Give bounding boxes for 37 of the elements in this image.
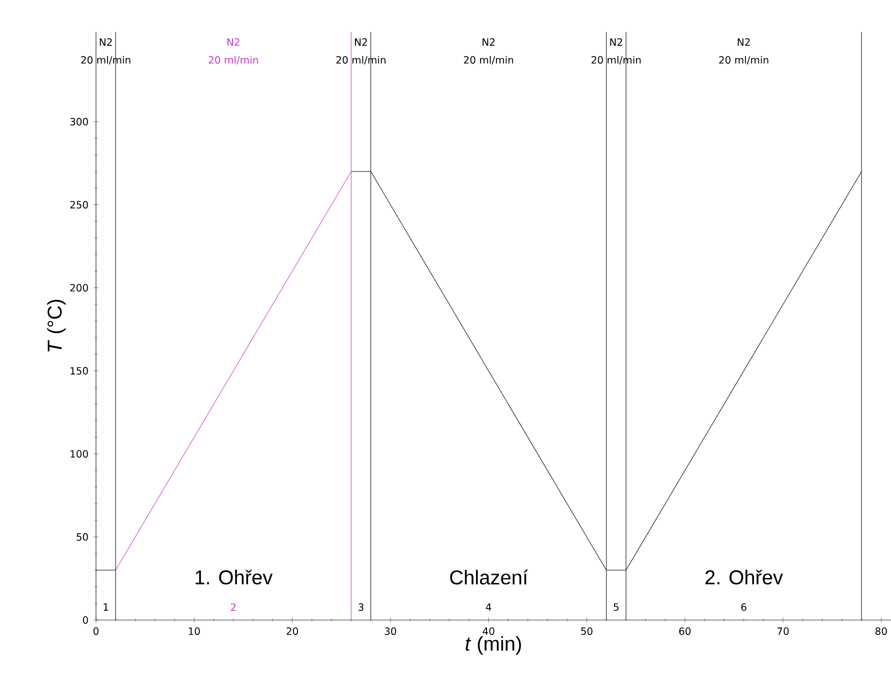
x-tick-label: 0 [93, 627, 99, 635]
y-tick-label: 50 [76, 533, 88, 541]
y-tick-label: 200 [70, 284, 88, 292]
y-tick-label: 100 [70, 450, 88, 458]
x-tick-label: 20 [286, 627, 298, 635]
annotation: N2 [355, 38, 367, 46]
y-tick-label: 0 [82, 616, 88, 624]
annotation: N2 [738, 38, 750, 46]
annotation: 20 ml/min [719, 56, 768, 64]
x-tick-label: 10 [188, 627, 200, 635]
annotation: 5 [614, 603, 618, 611]
annotation: 1 [104, 603, 108, 611]
annotation: 20 ml/min [208, 56, 258, 64]
y-tick-label: 150 [70, 367, 88, 375]
annotation: 3 [358, 603, 364, 611]
annotation: N2 [482, 38, 495, 46]
x-tick-label: 30 [384, 627, 396, 635]
x-tick-label: 70 [777, 627, 789, 635]
annotation: N2 [100, 38, 112, 46]
annotation: 1. Ohřev [196, 570, 273, 584]
x-tick-label: 60 [679, 627, 691, 635]
annotation: 2 [230, 603, 236, 611]
x-tick-label: 50 [581, 627, 592, 635]
annotation: N2 [610, 38, 622, 46]
y-tick-label: 300 [70, 118, 88, 126]
annotation: 20 ml/min [464, 56, 514, 64]
x-tick-label: 40 [482, 627, 494, 635]
x-tick-label: 80 [875, 627, 887, 635]
annotation: 20 ml/min [592, 56, 641, 64]
annotation: 4 [486, 603, 492, 611]
annotation: 2. Ohřev [706, 570, 783, 584]
annotation: 6 [741, 603, 746, 611]
x-axis-title: t (min) [466, 636, 521, 655]
annotation: Chlazení [450, 570, 528, 585]
annotation: N2 [227, 38, 240, 46]
y-axis-title: T (°C) [47, 300, 66, 352]
y-tick-label: 250 [70, 200, 88, 209]
